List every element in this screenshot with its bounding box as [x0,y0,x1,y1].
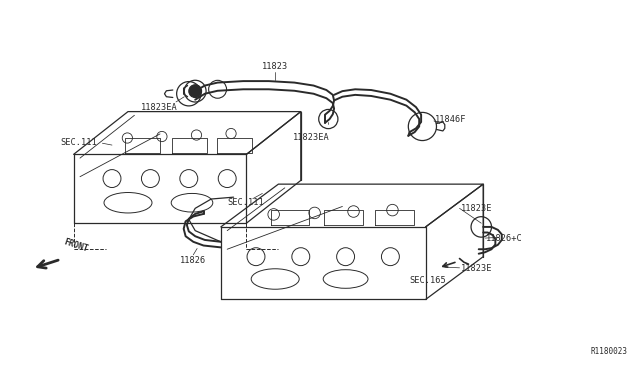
Text: 11823EA: 11823EA [141,103,177,112]
Text: SEC.111: SEC.111 [228,198,264,207]
Text: FRONT: FRONT [63,237,89,254]
Circle shape [189,85,202,97]
Text: SEC.165: SEC.165 [410,276,446,285]
Text: 11826+C: 11826+C [486,234,523,243]
Text: 11826: 11826 [180,256,207,265]
Text: R1180023: R1180023 [590,347,627,356]
Text: 11823EA: 11823EA [293,133,330,142]
Text: 11823: 11823 [262,62,289,71]
Text: SEC.111: SEC.111 [61,138,97,147]
Text: 11823E: 11823E [461,264,492,273]
Text: 11823E: 11823E [461,204,492,213]
Text: 11846F: 11846F [435,115,467,124]
